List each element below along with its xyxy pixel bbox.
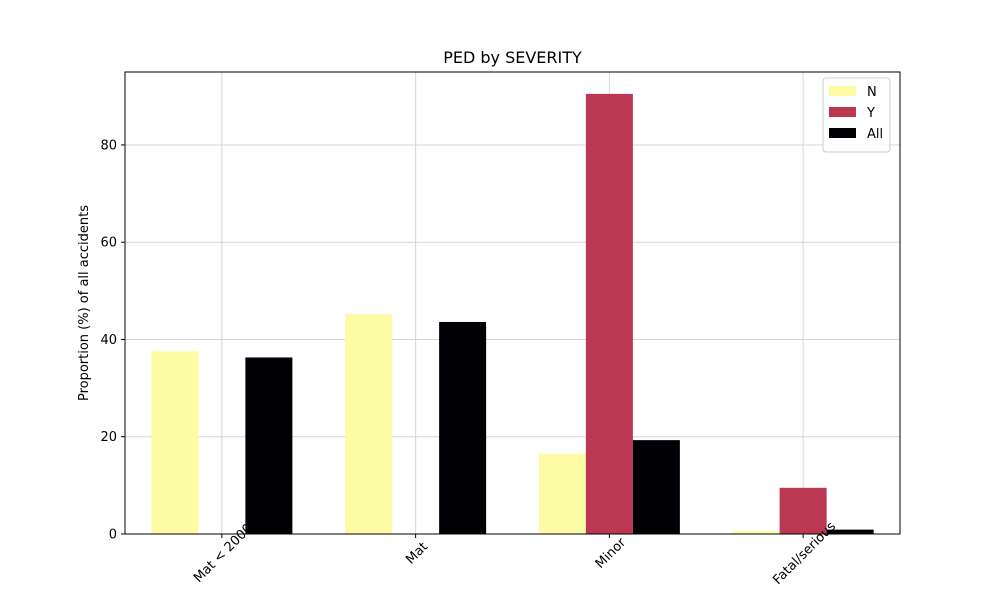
bar-Y-3 <box>779 487 827 534</box>
bar-N-2 <box>538 453 586 534</box>
bar-All-1 <box>439 321 487 534</box>
bar-All-0 <box>245 357 293 534</box>
bar-N-3 <box>732 531 780 534</box>
y-tick-label: 80 <box>100 138 117 153</box>
legend-label-All: All <box>867 127 883 142</box>
bar-All-3 <box>826 529 874 534</box>
y-tick-label: 20 <box>100 430 117 445</box>
legend-swatch-N <box>829 86 856 96</box>
chart-title: PED by SEVERITY <box>443 48 582 67</box>
legend-label-N: N <box>867 85 877 100</box>
y-axis-title: Proportion (%) of all accidents <box>77 205 92 401</box>
legend-label-Y: Y <box>866 106 875 121</box>
bar-N-0 <box>151 351 199 534</box>
legend: NY All <box>822 77 891 153</box>
legend-swatch-All <box>829 128 856 138</box>
legend-swatch-Y <box>829 107 856 117</box>
bar-All-2 <box>632 440 680 534</box>
plot-frame <box>124 71 901 535</box>
y-tick-label: 40 <box>100 333 117 348</box>
bars <box>151 93 874 534</box>
y-tick-label: 60 <box>100 236 117 251</box>
bar-Y-2 <box>585 93 633 534</box>
bar-N-1 <box>345 314 393 534</box>
y-tick-label: 0 <box>109 528 117 543</box>
